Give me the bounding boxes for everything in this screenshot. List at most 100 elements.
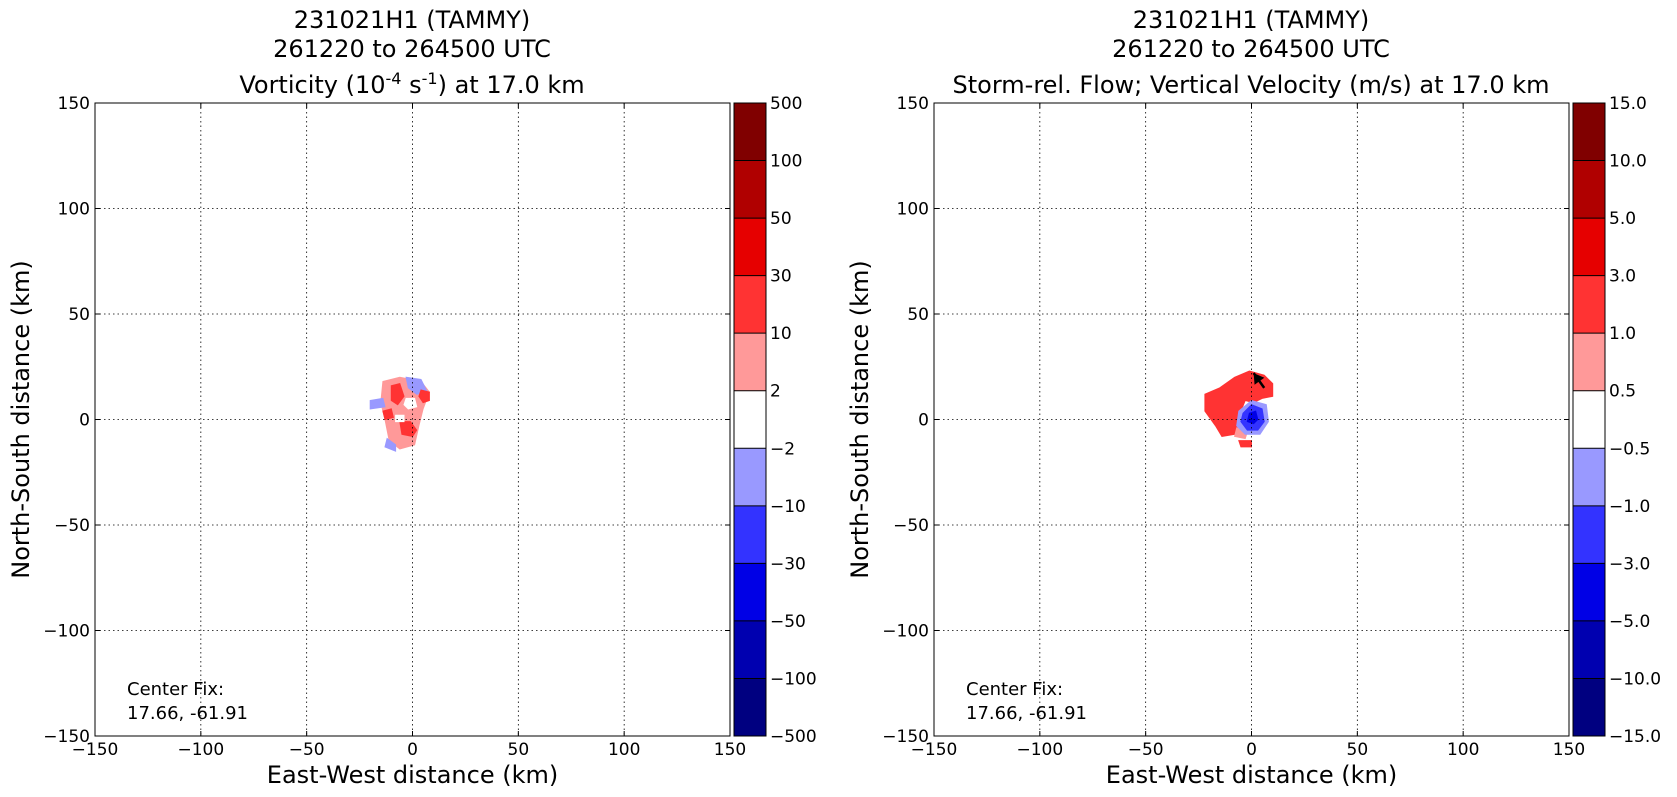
chart-title-line3: Storm-rel. Flow; Vertical Velocity (m/s)…	[953, 71, 1550, 99]
colorbar-segment	[734, 390, 766, 449]
chart-title-line3: Vorticity (10-4 s-1) at 17.0 km	[239, 69, 584, 99]
colorbar-segment	[734, 563, 766, 621]
contour-region	[1246, 410, 1259, 425]
colorbar-segment	[1573, 678, 1605, 736]
y-tick-label: −100	[882, 622, 929, 642]
y-tick-label: −150	[43, 727, 90, 747]
contour-region	[390, 383, 405, 406]
contour-region	[382, 408, 395, 421]
x-tick-label: −150	[72, 740, 119, 760]
colorbar-label: 10.0	[1609, 152, 1647, 172]
title-superscript: -4	[386, 69, 402, 88]
colorbar-label: 1.0	[1609, 324, 1636, 344]
colorbar-label: 500	[770, 94, 802, 114]
center-fix-value: 17.66, -61.91	[966, 703, 1087, 724]
center-fix-label: Center Fix:	[127, 679, 224, 700]
chart-title-line2: 261220 to 264500 UTC	[273, 35, 551, 63]
contour-region	[418, 389, 430, 404]
chart-panel-2: −150 −100 −50 0 50 100 150 −150 −100 −50 0 50 100 150…	[846, 6, 1661, 789]
colorbar-segment	[1573, 275, 1605, 334]
x-axis-label: East-West distance (km)	[1106, 761, 1397, 789]
title-part: s	[401, 71, 421, 99]
colorbar-segment	[734, 218, 766, 276]
title-part: ) at 17.0 km	[438, 71, 585, 99]
colorbar-label: 0.5	[1609, 382, 1636, 402]
colorbar-segment	[1573, 218, 1605, 276]
colorbar-label: −5.0	[1609, 612, 1650, 632]
chart-title-line1: 231021H1 (TAMMY)	[1133, 6, 1370, 34]
contour-fills	[369, 376, 430, 452]
x-tick-label: −50	[289, 740, 325, 760]
colorbar-label: 30	[770, 267, 792, 287]
y-tick-label: 150	[58, 94, 90, 114]
x-tick-label: 100	[1447, 740, 1479, 760]
colorbar-segment	[1573, 505, 1605, 564]
chart-title-line2: 261220 to 264500 UTC	[1112, 35, 1390, 63]
contour-region	[395, 414, 405, 423]
x-tick-label: 50	[1347, 740, 1369, 760]
x-tick-label: −100	[177, 740, 224, 760]
colorbar-label: −30	[770, 554, 806, 574]
colorbar-segment	[734, 333, 766, 391]
colorbar-label: −500	[770, 727, 817, 747]
colorbar: −500 −100 −50 −30 −10 −2 2 10 30 50 100 500	[733, 94, 817, 747]
colorbar-label: −10	[770, 497, 806, 517]
x-tick-label: −150	[911, 740, 958, 760]
colorbar-segment	[734, 620, 766, 679]
colorbar-segment	[734, 275, 766, 334]
colorbar-label: −15.0	[1609, 727, 1661, 747]
colorbar-label: −10.0	[1609, 669, 1661, 689]
colorbar-label: 100	[770, 152, 802, 172]
contour-fills	[1204, 370, 1274, 448]
contour-region	[1238, 440, 1252, 448]
colorbar-segment	[1573, 103, 1605, 161]
y-tick-label: 50	[68, 305, 90, 325]
x-tick-label: 50	[508, 740, 530, 760]
y-axis-label: North-South distance (km)	[7, 260, 35, 579]
x-tick-label: −50	[1128, 740, 1164, 760]
colorbar-segment	[1573, 333, 1605, 391]
title-part: Storm-rel. Flow; Vertical Velocity (m/s)…	[953, 71, 1550, 99]
title-part: Vorticity (10	[239, 71, 385, 99]
y-tick-label: 0	[79, 411, 90, 431]
center-fix-value: 17.66, -61.91	[127, 703, 248, 724]
colorbar-segment	[1573, 390, 1605, 449]
chart-title-line1: 231021H1 (TAMMY)	[294, 6, 531, 34]
colorbar-label: −3.0	[1609, 554, 1650, 574]
colorbar-frame	[733, 102, 767, 737]
colorbar-label: −100	[770, 669, 817, 689]
y-tick-label: 150	[897, 94, 929, 114]
title-superscript: -1	[422, 69, 438, 88]
colorbar-frame	[1572, 102, 1606, 737]
colorbar-segment	[734, 160, 766, 219]
y-tick-label: −150	[882, 727, 929, 747]
colorbar-segment	[734, 678, 766, 736]
contour-region	[384, 437, 397, 452]
colorbar: −15.0 −10.0 −5.0 −3.0 −1.0 −0.5 0.5 1.0 3.0 5.0 10…	[1572, 94, 1661, 747]
colorbar-label: 10	[770, 324, 792, 344]
colorbar-segment	[1573, 448, 1605, 506]
colorbar-segment	[734, 103, 766, 161]
flow-vector-head	[1253, 373, 1265, 385]
colorbar-label: −2	[770, 439, 795, 459]
y-tick-label: 0	[918, 411, 929, 431]
y-axis-label: North-South distance (km)	[846, 260, 874, 579]
y-tick-label: −50	[54, 516, 90, 536]
x-tick-label: 150	[1553, 740, 1585, 760]
colorbar-label: 2	[770, 382, 781, 402]
x-axis-label: East-West distance (km)	[267, 761, 558, 789]
x-tick-label: −100	[1016, 740, 1063, 760]
colorbar-segment	[1573, 160, 1605, 219]
x-tick-label: 100	[608, 740, 640, 760]
contour-region	[369, 397, 386, 410]
y-tick-label: 100	[897, 200, 929, 220]
colorbar-label: 3.0	[1609, 267, 1636, 287]
colorbar-label: 15.0	[1609, 94, 1647, 114]
colorbar-label: −1.0	[1609, 497, 1650, 517]
colorbar-segment	[1573, 620, 1605, 679]
colorbar-label: −50	[770, 612, 806, 632]
x-tick-label: 150	[714, 740, 746, 760]
y-tick-label: −100	[43, 622, 90, 642]
colorbar-segment	[734, 448, 766, 506]
